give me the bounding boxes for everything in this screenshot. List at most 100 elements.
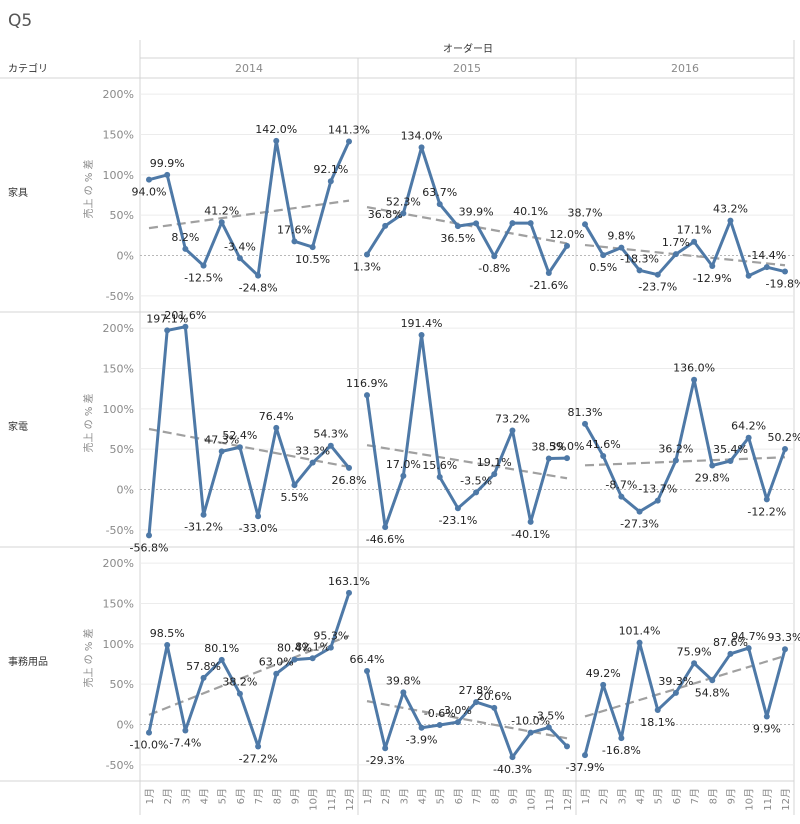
data-label: 17.0% bbox=[386, 458, 421, 471]
data-point bbox=[763, 713, 770, 720]
data-point bbox=[618, 244, 625, 251]
data-point bbox=[346, 464, 352, 471]
chart-frame bbox=[0, 40, 795, 815]
data-point bbox=[473, 489, 480, 496]
data-point bbox=[327, 178, 334, 185]
data-label: 136.0% bbox=[673, 362, 715, 375]
data-label: 39.0% bbox=[550, 440, 585, 453]
data-point bbox=[491, 253, 498, 260]
data-point bbox=[327, 442, 334, 449]
month-tick-label: 5月 bbox=[435, 788, 447, 804]
data-point bbox=[182, 245, 189, 252]
data-label: 26.8% bbox=[332, 474, 367, 487]
data-point bbox=[654, 706, 661, 713]
data-label: 101.4% bbox=[619, 625, 661, 638]
data-point bbox=[509, 427, 516, 434]
data-point bbox=[582, 221, 588, 228]
y-tick-label: -50% bbox=[106, 290, 134, 303]
data-label: 54.3% bbox=[313, 428, 348, 441]
data-label: -19.8% bbox=[766, 278, 800, 291]
data-label: -0.6% bbox=[424, 707, 456, 720]
data-label: -3.9% bbox=[406, 734, 438, 747]
data-label: 80.4% bbox=[277, 642, 312, 655]
data-label: 52.4% bbox=[222, 429, 257, 442]
panel: -56.8% 197.1%201.6% -31.2% 47.3%52.4% -33.0%… bbox=[130, 309, 367, 555]
data-point bbox=[527, 220, 534, 227]
month-tick-label: 5月 bbox=[653, 788, 665, 804]
data-point bbox=[218, 656, 225, 663]
y-tick-label: -50% bbox=[106, 524, 134, 537]
data-label: 92.1% bbox=[313, 163, 348, 176]
data-label: 12.0% bbox=[550, 228, 585, 241]
y-tick-label: -50% bbox=[106, 759, 134, 772]
data-label: 94.7% bbox=[731, 630, 766, 643]
data-label: 49.2% bbox=[586, 667, 621, 680]
month-tick-label: 6月 bbox=[671, 788, 683, 804]
trend-line bbox=[148, 634, 350, 716]
data-point bbox=[291, 238, 298, 245]
data-point bbox=[454, 719, 461, 726]
data-point bbox=[600, 452, 607, 459]
y-axis-title: 売上 の % 差 bbox=[82, 628, 95, 687]
data-label: 201.6% bbox=[164, 309, 206, 322]
data-point bbox=[491, 704, 498, 711]
data-label: 35.4% bbox=[713, 443, 748, 456]
data-label: 9.9% bbox=[753, 723, 781, 736]
data-point bbox=[582, 420, 588, 427]
data-point bbox=[654, 271, 661, 278]
month-tick-label: 12月 bbox=[562, 788, 574, 811]
data-point bbox=[672, 251, 679, 258]
data-point bbox=[436, 722, 443, 729]
data-label: 38.2% bbox=[222, 676, 257, 689]
data-label: -12.2% bbox=[747, 505, 786, 518]
data-point bbox=[745, 272, 752, 279]
sheet-title: Q5 bbox=[8, 11, 32, 31]
data-label: 63.7% bbox=[422, 186, 457, 199]
column-dimension-label: オーダー日 bbox=[443, 42, 493, 55]
data-point bbox=[545, 724, 552, 731]
series-line bbox=[147, 325, 351, 537]
month-tick-label: 1月 bbox=[580, 788, 592, 804]
data-label: 8.2% bbox=[171, 231, 199, 244]
data-point bbox=[691, 376, 698, 383]
data-label: -18.3% bbox=[620, 252, 659, 265]
month-tick-label: 2月 bbox=[380, 788, 392, 804]
data-point bbox=[709, 677, 716, 684]
data-label: 36.5% bbox=[440, 232, 475, 245]
panel: 38.7% 0.5% 9.8% -18.3% -23.7% 1.7%17.1% -12.9%… bbox=[568, 203, 800, 294]
data-label: 38.5% bbox=[531, 440, 566, 453]
data-label: -7.4% bbox=[169, 737, 201, 750]
month-tick-label: 8月 bbox=[271, 788, 283, 804]
data-label: 20.6% bbox=[477, 690, 512, 703]
data-point bbox=[382, 524, 389, 531]
data-point bbox=[218, 448, 225, 455]
data-label: 54.8% bbox=[695, 686, 730, 699]
series-line bbox=[583, 378, 787, 514]
data-label: 39.9% bbox=[459, 205, 494, 218]
data-point bbox=[418, 144, 425, 151]
data-label: 142.0% bbox=[255, 123, 297, 136]
data-point bbox=[745, 645, 752, 652]
data-point bbox=[600, 252, 607, 259]
month-tick-label: 4月 bbox=[635, 788, 647, 804]
data-point bbox=[255, 272, 262, 279]
category-row: 家具 200% 150% 100% 50% 0% -50% 売上 の % 差 94.0% 99.9… bbox=[8, 88, 800, 303]
data-point bbox=[309, 655, 316, 662]
series-line bbox=[365, 145, 569, 275]
month-tick-label: 3月 bbox=[398, 788, 410, 804]
month-tick-label: 11月 bbox=[326, 788, 338, 811]
data-point bbox=[218, 219, 225, 226]
data-label: 38.7% bbox=[568, 206, 603, 219]
data-point bbox=[672, 689, 679, 696]
data-point bbox=[709, 462, 716, 469]
data-label: -10.0% bbox=[130, 739, 169, 752]
data-point bbox=[509, 754, 516, 761]
data-label: -24.8% bbox=[239, 282, 278, 295]
month-tick-label: 1月 bbox=[362, 788, 374, 804]
data-point bbox=[182, 727, 189, 734]
month-tick-label: 6月 bbox=[453, 788, 465, 804]
y-tick-label: 100% bbox=[103, 638, 134, 651]
panel: -37.9% 49.2% -16.8% 101.4% 18.1% 39.3% 75.9% 54… bbox=[566, 625, 800, 774]
data-point bbox=[564, 242, 570, 249]
